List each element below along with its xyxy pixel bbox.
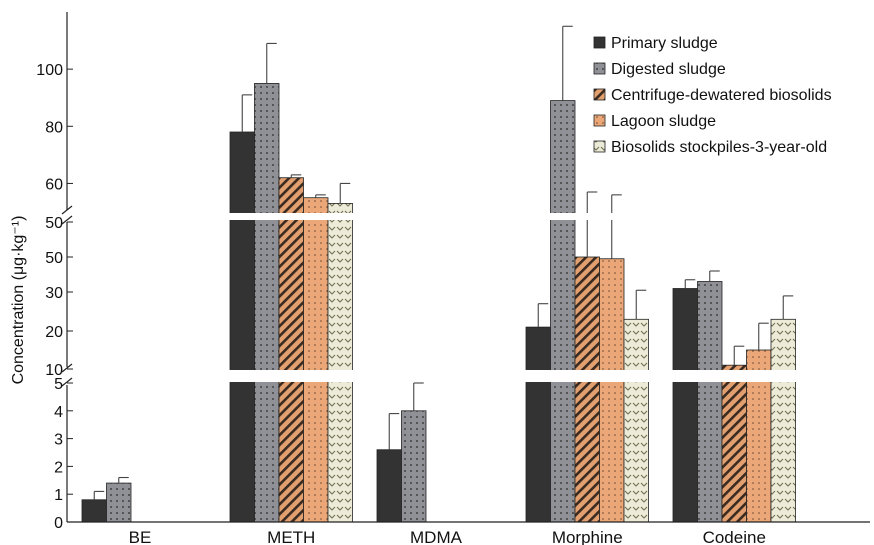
bar xyxy=(303,197,329,523)
y-tick-label: 10 xyxy=(45,362,63,379)
bar xyxy=(376,449,402,523)
x-tick-label: Codeine xyxy=(703,528,766,545)
bar xyxy=(672,288,698,523)
y-tick-label: 20 xyxy=(45,324,63,341)
legend: Primary sludge Digested sludge Centrifuge-… xyxy=(593,35,832,156)
legend-swatch xyxy=(593,36,606,49)
bar xyxy=(81,499,107,523)
y-tick-label: 1 xyxy=(54,487,63,504)
x-tick-label: MDMA xyxy=(410,528,463,545)
bar xyxy=(106,482,132,523)
y-tick-label: 5 xyxy=(54,376,63,393)
y-tick-label: 100 xyxy=(36,62,63,79)
y-tick-label: 2 xyxy=(54,459,63,476)
y-axis-label: Concentration (μg·kg⁻¹) xyxy=(10,216,27,385)
x-tick-label: BE xyxy=(129,528,152,545)
y-tick-label: 0 xyxy=(54,515,63,532)
bar xyxy=(401,410,427,523)
axis-break-mark xyxy=(61,363,73,373)
x-tick-label: METH xyxy=(267,528,315,545)
bar xyxy=(770,318,796,523)
y-tick-label: 3 xyxy=(54,432,63,449)
legend-label: Lagoon sludge xyxy=(611,113,716,130)
legend-swatch xyxy=(593,88,606,101)
bar xyxy=(697,281,723,523)
axis-break-mark xyxy=(61,377,73,387)
bar xyxy=(525,326,551,523)
legend-label: Centrifuge-dewatered biosolids xyxy=(611,87,832,104)
axis-break-mark xyxy=(61,205,73,215)
bar xyxy=(623,318,649,523)
legend-label: Digested sludge xyxy=(611,61,726,78)
y-tick-label: 80 xyxy=(45,119,63,136)
bar xyxy=(278,177,304,523)
y-tick-label: 60 xyxy=(45,176,63,193)
bar xyxy=(327,203,353,523)
bar xyxy=(550,100,576,523)
legend-swatch xyxy=(593,62,606,75)
legend-swatch xyxy=(593,114,606,127)
bar xyxy=(254,83,280,523)
bar xyxy=(574,256,600,523)
legend-label: Biosolids stockpiles-3-year-old xyxy=(611,139,827,156)
bar xyxy=(599,258,625,523)
y-tick-label: 30 xyxy=(45,285,63,302)
x-tick-label: Morphine xyxy=(552,528,623,545)
y-tick-label: 50 xyxy=(45,250,63,267)
legend-swatch xyxy=(593,140,606,153)
legend-label: Primary sludge xyxy=(611,35,718,52)
bar xyxy=(721,364,747,523)
axis-break-mark xyxy=(61,215,73,225)
y-tick-label: 50 xyxy=(45,215,63,232)
y-tick-label: 4 xyxy=(54,404,63,421)
bar xyxy=(229,131,255,523)
